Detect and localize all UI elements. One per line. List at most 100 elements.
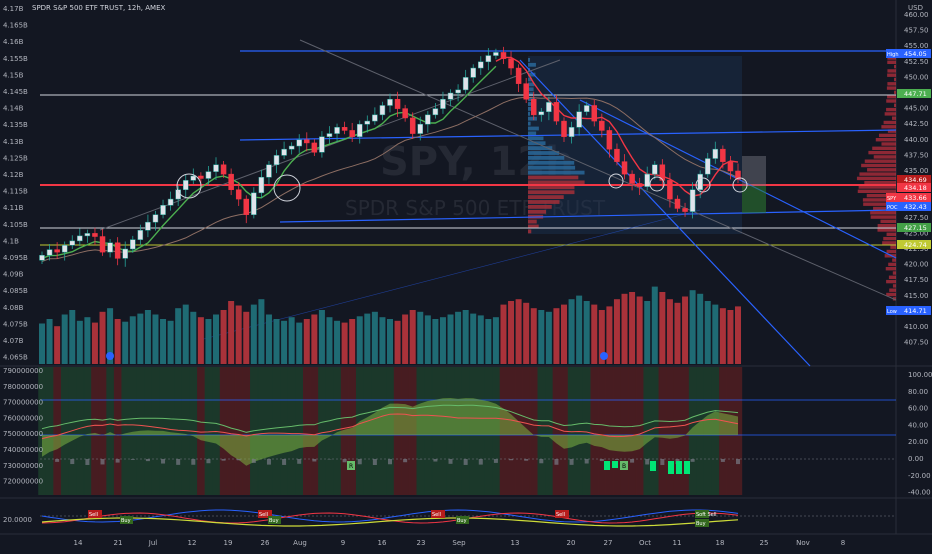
soft-buy-label-2-text: Buy (696, 521, 706, 527)
osc1-hist (222, 459, 226, 461)
candle-body (214, 165, 219, 172)
volume-bar (455, 312, 461, 364)
volume-bar (130, 316, 136, 364)
candle-body (153, 215, 158, 222)
r-label-text: R (349, 463, 353, 470)
vp-right-bar (859, 172, 896, 175)
candle-body (55, 250, 60, 252)
candle-body (266, 165, 271, 177)
vp-right-bar (868, 151, 896, 154)
left-axis-label: 4.17B (3, 5, 24, 13)
chart-title: SPDR S&P 500 ETF TRUST, 12h, AMEX (32, 4, 166, 12)
osc1-zone (666, 367, 674, 495)
left-axis-label: 4.15B (3, 71, 24, 79)
candle-body (433, 109, 438, 115)
osc1-zone (553, 367, 561, 495)
volume-bar (228, 301, 234, 364)
vp-right-bar (887, 95, 896, 98)
left-axis-label: 4.08B (3, 304, 24, 312)
volume-bar (674, 303, 680, 364)
volume-bar (720, 308, 726, 364)
vp-bar (528, 220, 537, 224)
osc1-zone (651, 367, 659, 495)
soft-buy-label-1-text: Soft Sell (696, 512, 716, 518)
volume-bar (221, 310, 227, 364)
event-marker-1[interactable] (106, 352, 114, 360)
candle-body (577, 112, 582, 128)
osc1-zone (129, 367, 137, 495)
right-axis-label: 442.50 (904, 120, 929, 128)
vp-right-bar (894, 91, 896, 94)
volume-bar (372, 312, 378, 364)
vp-bar (528, 210, 546, 214)
volume-bar (243, 312, 249, 364)
volume-bar (274, 319, 280, 364)
vp-right-bar (887, 61, 896, 64)
vp-bar (528, 195, 564, 199)
left-axis-label: 4.165B (3, 22, 28, 30)
left-axis-label: 4.115B (3, 188, 28, 196)
left-axis-label: 4.075B (3, 320, 28, 328)
candle-body (229, 174, 234, 190)
time-axis-label: 27 (604, 539, 613, 547)
osc1-zone (99, 367, 107, 495)
osc1-hist (101, 459, 105, 464)
osc1-hist (585, 459, 589, 464)
event-marker-2[interactable] (600, 352, 608, 360)
volume-bar (122, 322, 128, 364)
osc1-hist (449, 459, 453, 464)
osc1-zone (606, 367, 614, 495)
time-axis-label: 26 (261, 539, 270, 547)
osc1-hist (660, 459, 664, 465)
volume-bar (402, 315, 408, 365)
time-axis-label: 20 (567, 539, 576, 547)
volume-bar (652, 287, 658, 364)
position-target-box[interactable] (742, 186, 766, 213)
osc1-left-label: 730000000 (3, 462, 43, 470)
sell-label-2-text: Sell (259, 512, 268, 518)
candle-body (123, 249, 128, 258)
vp-right-bar (887, 69, 896, 72)
candle-body (145, 222, 150, 230)
osc1-hist (131, 459, 135, 460)
vp-bar (528, 181, 585, 185)
time-axis-label: 8 (841, 539, 845, 547)
candle-body (637, 183, 642, 186)
osc1-zone (303, 367, 311, 495)
price-tag-value: 427.15 (904, 224, 927, 232)
candle-body (622, 162, 627, 174)
candle-body (410, 118, 415, 134)
candle-body (524, 84, 529, 100)
volume-bar (485, 319, 491, 364)
volume-bar (379, 317, 385, 364)
vp-right-bar (882, 241, 896, 244)
fixed-range-volume-profile-region[interactable] (528, 56, 742, 234)
volume-bar (727, 310, 733, 364)
volume-bar (266, 315, 272, 365)
buy-label-1-text: Buy (121, 518, 131, 524)
price-tag-value: 434.69 (904, 176, 927, 184)
vp-bar (528, 127, 539, 131)
candle-body (728, 162, 733, 171)
volume-bar (667, 299, 673, 364)
candle-body (388, 99, 393, 105)
left-axis-label: 4.16B (3, 38, 24, 46)
price-tag-value: 447.71 (904, 90, 927, 98)
candle-body (531, 99, 536, 115)
vp-bar (528, 112, 530, 116)
osc1-right-label: 0.00 (908, 455, 924, 463)
candle-body (418, 124, 423, 133)
time-axis-label: Nov (796, 539, 810, 547)
osc1-left-label: 760000000 (3, 414, 43, 422)
candle-body (440, 99, 445, 108)
volume-bar (561, 305, 567, 364)
osc1-signal-bar (612, 461, 618, 468)
osc1-left-label: 750000000 (3, 430, 43, 438)
candle-body (705, 159, 710, 175)
osc1-signal-bar (676, 461, 682, 474)
osc1-hist (312, 459, 316, 461)
left-axis-label: 4.13B (3, 138, 24, 146)
candle-body (403, 109, 408, 118)
